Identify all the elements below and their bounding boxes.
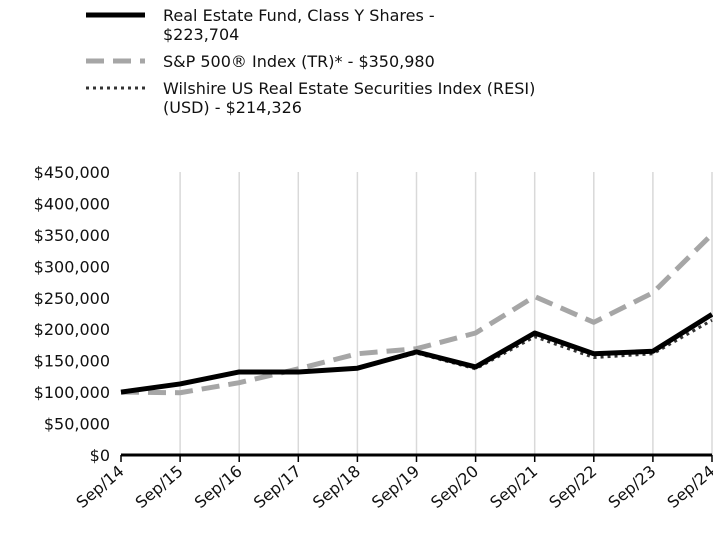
legend-label: Real Estate Fund, Class Y Shares - $223,… xyxy=(163,6,435,44)
legend-label: Wilshire US Real Estate Securities Index… xyxy=(163,79,536,117)
series-line xyxy=(120,232,713,396)
legend-item: S&P 500® Index (TR)* - $350,980 xyxy=(85,52,553,71)
legend-item: Real Estate Fund, Class Y Shares - $223,… xyxy=(85,6,553,44)
y-tick-label: $150,000 xyxy=(34,352,110,371)
y-tick-label: $100,000 xyxy=(34,383,110,402)
y-tick-label: $300,000 xyxy=(34,257,110,276)
legend-swatch xyxy=(86,12,145,18)
x-tick-label: Sep/16 xyxy=(191,462,246,512)
x-tick-label: Sep/24 xyxy=(664,462,713,512)
x-tick-label: Sep/21 xyxy=(486,462,541,512)
y-tick-label: $250,000 xyxy=(34,289,110,308)
y-tick-label: $350,000 xyxy=(34,226,110,245)
series-line xyxy=(120,312,713,395)
x-tick-label: Sep/20 xyxy=(427,462,482,512)
legend: Real Estate Fund, Class Y Shares - $223,… xyxy=(85,6,553,125)
legend-swatch xyxy=(86,58,145,64)
x-tick-label: Sep/14 xyxy=(73,462,128,512)
legend-swatch xyxy=(86,86,145,90)
x-tick-label: Sep/18 xyxy=(309,462,364,512)
y-tick-label: $200,000 xyxy=(34,320,110,339)
x-tick-label: Sep/23 xyxy=(604,462,659,512)
x-tick-label: Sep/17 xyxy=(250,462,305,512)
x-tick-label: Sep/15 xyxy=(132,462,187,512)
y-tick-label: $400,000 xyxy=(34,194,110,213)
x-tick-label: Sep/19 xyxy=(368,462,423,512)
legend-item: Wilshire US Real Estate Securities Index… xyxy=(85,79,553,117)
y-tick-label: $50,000 xyxy=(44,415,110,434)
y-tick-label: $450,000 xyxy=(34,163,110,182)
y-tick-label: $0 xyxy=(90,446,110,465)
legend-label: S&P 500® Index (TR)* - $350,980 xyxy=(163,52,435,71)
x-tick-label: Sep/22 xyxy=(545,462,600,512)
